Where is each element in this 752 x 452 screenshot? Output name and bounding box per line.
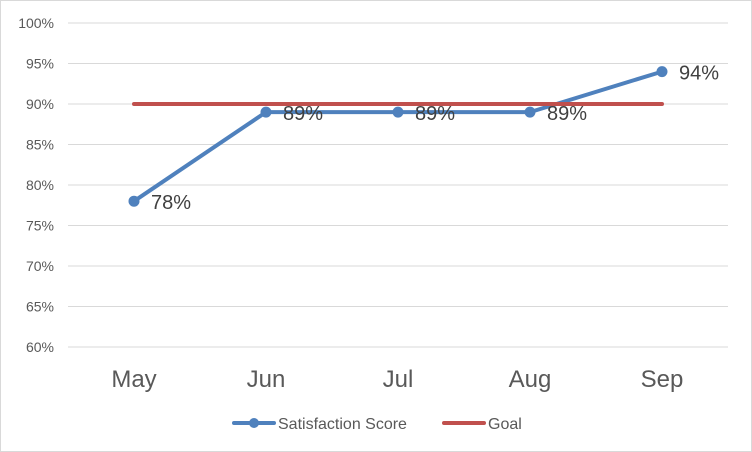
data-point [128, 195, 140, 207]
x-tick-label: May [111, 366, 156, 393]
y-tick-label: 85% [26, 137, 54, 153]
y-axis: 60% 65% 70% 75% 80% 85% 90% 95% 100% [18, 15, 54, 355]
data-point [260, 106, 272, 118]
x-tick-label: Jul [383, 366, 414, 393]
y-tick-label: 90% [26, 96, 54, 112]
y-tick-label: 70% [26, 258, 54, 274]
data-point [524, 106, 536, 118]
data-labels: 78% 89% 89% 89% 94% [151, 63, 719, 215]
y-tick-label: 60% [26, 339, 54, 355]
x-tick-label: Aug [509, 366, 552, 393]
satisfaction-score-line [132, 69, 664, 204]
data-label: 78% [151, 192, 191, 214]
y-tick-label: 65% [26, 299, 54, 315]
y-tick-label: 80% [26, 177, 54, 193]
data-label: 89% [415, 103, 455, 125]
x-axis: May Jun Jul Aug Sep [111, 366, 683, 393]
data-label: 89% [283, 103, 323, 125]
data-point [392, 106, 404, 118]
data-point [656, 66, 668, 78]
y-tick-label: 100% [18, 15, 54, 31]
y-tick-label: 95% [26, 56, 54, 72]
gridlines [68, 22, 728, 348]
legend-goal-label: Goal [488, 416, 522, 433]
legend: Satisfaction Score Goal [232, 416, 522, 433]
data-label: 89% [547, 103, 587, 125]
series-layer [128, 66, 668, 207]
x-tick-label: Jun [247, 366, 286, 393]
x-tick-label: Sep [641, 366, 684, 393]
data-label: 94% [679, 63, 719, 85]
y-tick-label: 75% [26, 218, 54, 234]
legend-marker [249, 418, 259, 428]
legend-satisfaction-score-label: Satisfaction Score [278, 416, 407, 433]
